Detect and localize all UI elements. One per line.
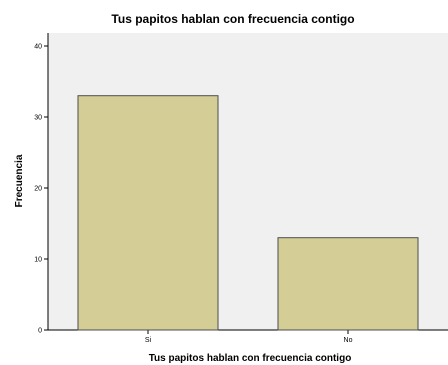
- y-tick-label: 10: [34, 257, 42, 264]
- x-axis-title: Tus papitos hablan con frecuencia contig…: [149, 353, 352, 364]
- bar-no: [277, 237, 419, 331]
- y-tick-label: 40: [34, 44, 42, 51]
- y-axis-title: Frecuencia: [14, 154, 25, 207]
- chart-title: Tus papitos hablan con frecuencia contig…: [111, 12, 354, 26]
- x-tick-label: No: [344, 337, 353, 344]
- x-tick-label: Si: [145, 337, 152, 344]
- bar-si: [77, 95, 219, 331]
- y-tick-label: 20: [34, 186, 42, 193]
- y-tick-label: 0: [38, 328, 42, 335]
- x-axis: Si No: [48, 329, 448, 344]
- bar-series: [77, 95, 419, 331]
- y-tick-label: 30: [34, 115, 42, 122]
- y-axis: 0 10 20 30 40: [34, 33, 49, 335]
